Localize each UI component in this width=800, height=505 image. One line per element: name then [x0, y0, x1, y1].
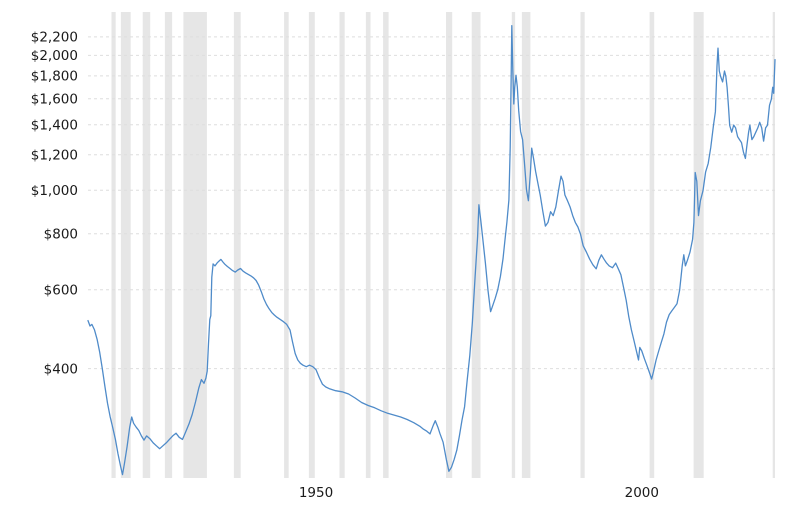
recession-band	[521, 12, 531, 478]
y-axis-tick-label: $600	[44, 282, 78, 298]
y-axis-tick-label: $2,200	[31, 30, 78, 46]
recession-band	[111, 12, 116, 478]
plot-area[interactable]	[88, 12, 776, 478]
recession-band	[772, 12, 775, 478]
recession-band	[471, 12, 481, 478]
y-axis-tick-label: $1,800	[31, 69, 78, 85]
price-line	[87, 25, 776, 476]
recession-band	[284, 12, 289, 478]
recession-band	[142, 12, 151, 478]
y-axis-tick-label: $800	[44, 226, 78, 242]
x-axis-tick-label: 2000	[625, 485, 659, 501]
recession-band	[446, 12, 453, 478]
recession-band	[383, 12, 389, 478]
recession-band	[183, 12, 207, 478]
recession-band	[511, 12, 516, 478]
recession-band	[233, 12, 241, 478]
recession-band	[339, 12, 345, 478]
y-axis-tick-label: $1,600	[31, 92, 78, 108]
recession-band	[365, 12, 371, 478]
y-axis-tick-label: $400	[44, 361, 78, 377]
recession-band	[308, 12, 315, 478]
y-axis-tick-label: $1,400	[31, 118, 78, 134]
recession-band	[164, 12, 173, 478]
recession-band	[120, 12, 131, 478]
y-axis-tick-label: $1,200	[31, 148, 78, 164]
recession-band	[693, 12, 704, 478]
x-axis-tick-label: 1950	[299, 485, 333, 501]
y-axis-tick-label: $2,000	[31, 48, 78, 64]
y-axis-tick-label: $1,000	[31, 183, 78, 199]
recession-band	[649, 12, 655, 478]
